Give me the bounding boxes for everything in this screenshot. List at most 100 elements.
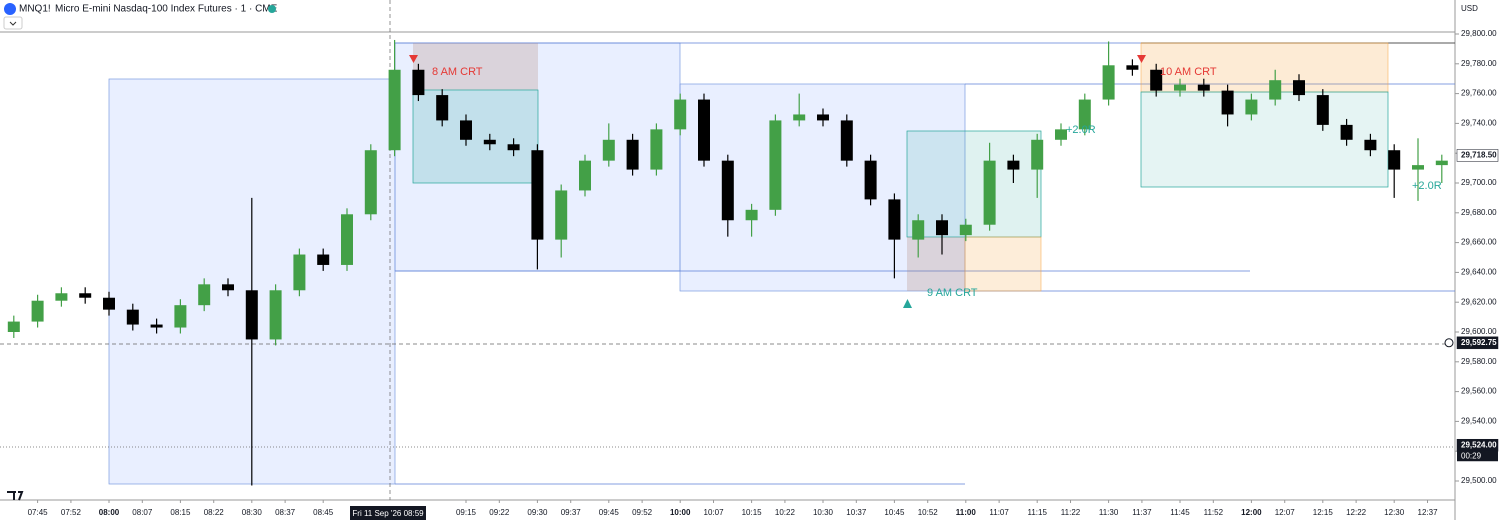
drawings [0, 0, 1455, 500]
x-tick-label: 11:22 [1061, 508, 1081, 517]
candle-body [793, 114, 806, 121]
candle-body [840, 120, 853, 161]
candle-body [912, 220, 925, 240]
candle-body [650, 129, 663, 170]
annotation: +2.0R [1066, 124, 1096, 136]
candle-body [174, 305, 187, 328]
x-tick-label: 08:22 [204, 508, 225, 517]
x-tick-label: 09:37 [561, 508, 582, 517]
y-tick-label: 29,780.00 [1461, 59, 1497, 68]
y-tick-label: 29,660.00 [1461, 238, 1497, 247]
y-tick-label: 29,680.00 [1461, 208, 1497, 217]
candle-body [7, 321, 20, 332]
target-box [412, 89, 539, 184]
x-tick-label: 09:45 [599, 508, 620, 517]
candle-body [1007, 160, 1020, 170]
annotation: 8 AM CRT [432, 66, 483, 78]
price-tag-label: 29,592.75 [1461, 338, 1497, 347]
candle-body [1316, 95, 1329, 125]
status-dot [268, 5, 276, 13]
candle-body [460, 120, 472, 140]
x-tick-label: 09:22 [489, 508, 510, 517]
candle-body [1269, 80, 1282, 100]
x-tick-label: 09:15 [456, 508, 477, 517]
symbol-title: Micro E-mini Nasdaq-100 Index Futures · … [55, 4, 278, 15]
y-tick-label: 29,800.00 [1461, 29, 1497, 38]
candle-body [674, 99, 687, 130]
candle-body [1221, 90, 1234, 115]
y-tick-label: 29,560.00 [1461, 387, 1497, 396]
candle-body [1197, 84, 1210, 91]
x-tick-label: 12:22 [1346, 508, 1367, 517]
price-tag-label: 29,718.50 [1461, 151, 1497, 160]
candle-body [1031, 139, 1044, 170]
candle-body [103, 297, 115, 310]
x-tick-label: 12:37 [1418, 508, 1439, 517]
candle-body [507, 144, 520, 151]
x-tick-label: 10:15 [742, 508, 763, 517]
candle-body [483, 139, 496, 145]
candle-body [269, 290, 282, 340]
x-tick-label: 07:52 [61, 508, 82, 517]
x-tick-label: 11:07 [989, 508, 1009, 517]
price-tag [1456, 149, 1499, 162]
candle-body [959, 224, 972, 236]
candle-body [150, 324, 163, 328]
candle-body [1412, 165, 1424, 170]
candle-body [364, 150, 377, 215]
candle-body [698, 99, 710, 161]
countdown: 00:29 [1461, 451, 1482, 460]
candle-body [769, 120, 782, 210]
candle-body [555, 190, 568, 240]
risk-box [907, 237, 965, 291]
crosshair-add[interactable] [1444, 338, 1454, 348]
price-tag [1456, 336, 1499, 350]
candle-body [1293, 80, 1305, 96]
buy-marker [903, 299, 912, 308]
currency[interactable]: USD [1461, 4, 1478, 13]
sell-marker [1137, 55, 1146, 63]
candle-body [1126, 65, 1139, 70]
x-tick-label: 10:52 [918, 508, 939, 517]
candle-body [198, 284, 211, 306]
dropdown[interactable] [3, 16, 23, 30]
candle-body [341, 214, 353, 265]
y-tick-label: 29,540.00 [1461, 417, 1497, 426]
x-tick-label: 11:15 [1027, 508, 1047, 517]
x-tick-label: 10:37 [846, 508, 867, 517]
x-tick-label: 10:00 [670, 508, 691, 517]
x-tick-label: 12:30 [1384, 508, 1405, 517]
candle-body [1388, 150, 1401, 170]
annotation: 9 AM CRT [927, 287, 978, 299]
y-tick-label: 29,620.00 [1461, 297, 1497, 306]
candle-body [1078, 99, 1091, 130]
y-tick-label: 29,500.00 [1461, 476, 1497, 485]
x-tick-label: 07:45 [28, 508, 49, 517]
logo [7, 491, 24, 501]
x-tick-label: 08:30 [242, 508, 263, 517]
dropdown-icon [9, 21, 17, 26]
candle-body [626, 139, 639, 170]
annotation: +2.0R [1412, 180, 1442, 192]
candle-body [1174, 84, 1186, 91]
x-tick-label: 10:30 [813, 508, 834, 517]
y-tick-label: 29,600.00 [1461, 327, 1497, 336]
candle-body [293, 254, 306, 291]
candle-body [936, 220, 948, 236]
x-tick-label: 10:22 [775, 508, 796, 517]
x-tick-label: 08:37 [275, 508, 296, 517]
candle-body [1364, 139, 1377, 151]
annotation: 10 AM CRT [1160, 66, 1217, 78]
candle-body [1245, 99, 1258, 115]
target-box [906, 130, 1042, 238]
x-tick-label: 08:15 [170, 508, 191, 517]
candle-body [412, 69, 425, 96]
x-tick-label: 11:37 [1132, 508, 1152, 517]
candle-body [1150, 69, 1163, 91]
x-tick-label: 08:07 [132, 508, 153, 517]
price-tag-label: 29,524.00 [1461, 440, 1497, 449]
x-tick-label: 12:07 [1275, 508, 1296, 517]
candle-body [1102, 65, 1115, 100]
